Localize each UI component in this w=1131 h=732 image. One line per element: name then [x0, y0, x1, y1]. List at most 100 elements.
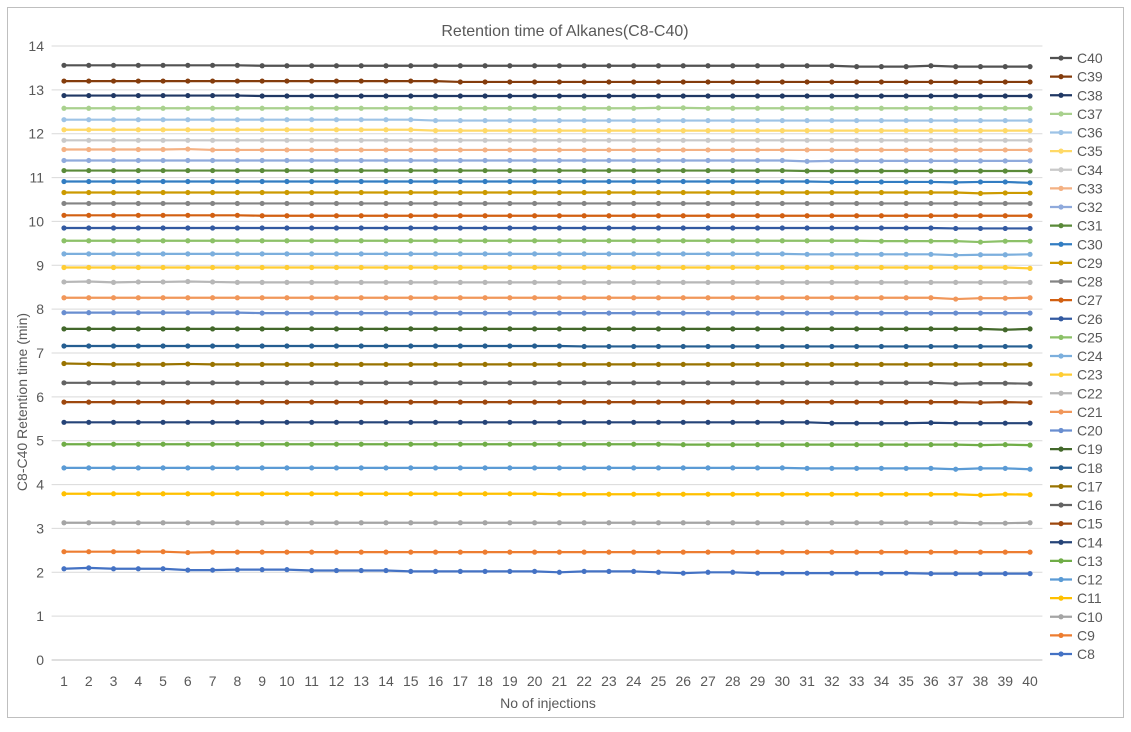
x-tick-label: 2: [85, 673, 93, 689]
data-point-c21-10: [284, 295, 289, 300]
x-tick-label: 12: [329, 673, 345, 689]
data-point-c38-32: [829, 93, 834, 98]
x-tick-label: 29: [750, 673, 766, 689]
data-point-c39-20: [532, 79, 537, 84]
data-point-c17-29: [755, 362, 760, 367]
data-point-c25-27: [705, 238, 710, 243]
data-point-c25-6: [185, 238, 190, 243]
data-point-c32-35: [904, 158, 909, 163]
data-point-c16-8: [235, 380, 240, 385]
data-point-c33-7: [210, 147, 215, 152]
data-point-c37-16: [433, 106, 438, 111]
data-point-c25-12: [334, 238, 339, 243]
data-point-c12-30: [780, 465, 785, 470]
data-point-c22-17: [458, 280, 463, 285]
data-point-c19-23: [606, 326, 611, 331]
data-point-c12-6: [185, 465, 190, 470]
data-point-c18-29: [755, 344, 760, 349]
data-point-c10-16: [433, 520, 438, 525]
data-point-c14-34: [879, 421, 884, 426]
data-point-c27-38: [978, 213, 983, 218]
data-point-c28-14: [383, 201, 388, 206]
data-point-c23-19: [507, 265, 512, 270]
data-point-c8-24: [631, 569, 636, 574]
data-point-c19-25: [656, 326, 661, 331]
data-point-c25-16: [433, 238, 438, 243]
data-point-c23-28: [730, 265, 735, 270]
data-point-c27-24: [631, 213, 636, 218]
data-point-c13-27: [705, 442, 710, 447]
data-point-c11-9: [260, 491, 265, 496]
data-point-c36-40: [1027, 118, 1032, 123]
data-point-c29-33: [854, 190, 859, 195]
data-point-c18-22: [582, 344, 587, 349]
data-point-c8-40: [1027, 571, 1032, 576]
data-point-c30-12: [334, 179, 339, 184]
data-point-c26-8: [235, 225, 240, 230]
data-point-c17-8: [235, 362, 240, 367]
data-point-c8-5: [160, 566, 165, 571]
data-point-c11-33: [854, 492, 859, 497]
legend-label-c8: C8: [1077, 646, 1095, 662]
data-point-c11-22: [582, 492, 587, 497]
data-point-c10-1: [61, 520, 66, 525]
data-point-c26-1: [61, 225, 66, 230]
data-point-c29-10: [284, 190, 289, 195]
data-point-c39-26: [681, 79, 686, 84]
data-point-c17-14: [383, 362, 388, 367]
data-point-c28-38: [978, 201, 983, 206]
data-point-c19-34: [879, 326, 884, 331]
data-point-c32-31: [804, 159, 809, 164]
data-point-c11-20: [532, 491, 537, 496]
data-point-c12-8: [235, 465, 240, 470]
data-point-c39-34: [879, 79, 884, 84]
data-point-c26-34: [879, 225, 884, 230]
data-point-c22-37: [953, 280, 958, 285]
data-point-c36-26: [681, 118, 686, 123]
data-point-c38-31: [804, 93, 809, 98]
data-point-c14-30: [780, 420, 785, 425]
data-point-c28-31: [804, 201, 809, 206]
data-point-c29-37: [953, 190, 958, 195]
data-point-c37-3: [111, 106, 116, 111]
data-point-c16-16: [433, 380, 438, 385]
data-point-c39-2: [86, 78, 91, 83]
data-point-c23-18: [482, 265, 487, 270]
data-point-c20-13: [359, 310, 364, 315]
data-point-c34-9: [260, 138, 265, 143]
data-point-c25-26: [681, 238, 686, 243]
data-point-c15-8: [235, 400, 240, 405]
data-point-c20-18: [482, 310, 487, 315]
data-point-c36-11: [309, 117, 314, 122]
data-point-c14-7: [210, 420, 215, 425]
data-point-c18-16: [433, 343, 438, 348]
data-point-c15-26: [681, 400, 686, 405]
data-point-c8-18: [482, 569, 487, 574]
data-point-c13-29: [755, 442, 760, 447]
data-point-c22-39: [1003, 280, 1008, 285]
data-point-c23-40: [1027, 266, 1032, 271]
legend-label-c31: C31: [1077, 218, 1103, 234]
data-point-c25-33: [854, 238, 859, 243]
data-point-c26-32: [829, 225, 834, 230]
data-point-c40-37: [953, 64, 958, 69]
data-point-c12-20: [532, 465, 537, 470]
data-point-c12-1: [61, 465, 66, 470]
data-point-c28-16: [433, 201, 438, 206]
data-point-c28-11: [309, 201, 314, 206]
data-point-c15-3: [111, 400, 116, 405]
data-point-c17-2: [86, 361, 91, 366]
data-point-c31-34: [879, 168, 884, 173]
data-point-c16-25: [656, 380, 661, 385]
series-line-c32: [64, 160, 1030, 161]
data-point-c24-12: [334, 251, 339, 256]
data-point-c34-11: [309, 138, 314, 143]
data-point-c24-40: [1027, 252, 1032, 257]
data-point-c10-32: [829, 520, 834, 525]
data-point-c18-6: [185, 343, 190, 348]
data-point-c12-9: [260, 465, 265, 470]
data-point-c36-3: [111, 117, 116, 122]
data-point-c37-11: [309, 106, 314, 111]
data-point-c8-8: [235, 567, 240, 572]
data-point-c16-26: [681, 380, 686, 385]
